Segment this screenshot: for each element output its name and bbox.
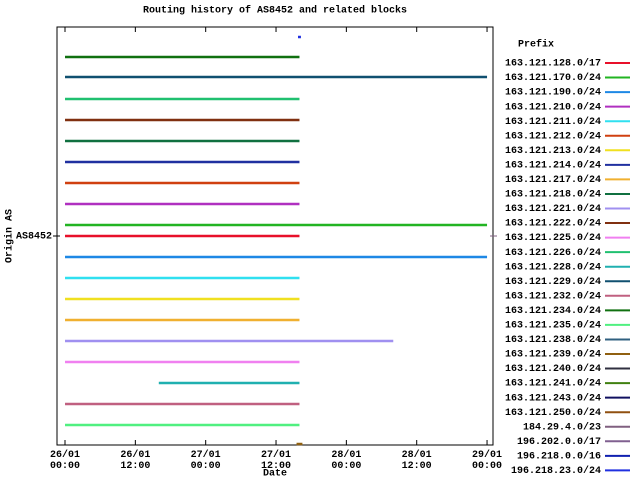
legend-label: 163.121.211.0/24: [505, 116, 601, 128]
legend-label: 163.121.232.0/24: [505, 290, 601, 302]
legend-label: 163.121.228.0/24: [505, 261, 601, 273]
chart-title: Routing history of AS8452 and related bl…: [143, 5, 407, 17]
legend-label: 163.121.170.0/24: [505, 72, 601, 84]
legend-label: 163.121.128.0/17: [505, 58, 601, 70]
x-tick-label: 27/01 12:00: [261, 450, 292, 472]
legend-label: 163.121.250.0/24: [505, 407, 601, 419]
x-tick-label: 28/01 12:00: [401, 450, 432, 472]
legend-label: 163.121.190.0/24: [505, 87, 601, 99]
x-tick-label: 27/01 00:00: [190, 450, 221, 472]
legend-label: 163.121.210.0/24: [505, 101, 601, 113]
legend-label: 196.202.0.0/17: [517, 436, 601, 448]
y-tick-label: AS8452: [16, 232, 52, 243]
x-tick-label: 26/01 00:00: [49, 450, 80, 472]
x-tick-label: 29/01 00:00: [472, 450, 503, 472]
legend-label: 163.121.241.0/24: [505, 378, 601, 390]
legend-label: 163.121.229.0/24: [505, 276, 601, 288]
legend-label: 163.121.243.0/24: [505, 392, 601, 404]
legend-label: 163.121.239.0/24: [505, 349, 601, 361]
legend-label: 163.121.234.0/24: [505, 305, 601, 317]
legend-label: 196.218.23.0/24: [511, 465, 601, 477]
legend-label: 163.121.212.0/24: [505, 130, 601, 142]
x-tick-label: 28/01 00:00: [331, 450, 362, 472]
legend-label: 163.121.225.0/24: [505, 232, 601, 244]
legend-label: 163.121.235.0/24: [505, 320, 601, 332]
legend-label: 163.121.240.0/24: [505, 363, 601, 375]
legend-title: Prefix: [518, 39, 554, 51]
legend-label: 163.121.217.0/24: [505, 174, 601, 186]
x-tick-label: 26/01 12:00: [120, 450, 151, 472]
y-axis-label: Origin AS: [4, 209, 16, 263]
x-axis-label: Date: [263, 469, 287, 480]
legend-label: 163.121.238.0/24: [505, 334, 601, 346]
legend-label: 163.121.221.0/24: [505, 203, 601, 215]
legend-label: 184.29.4.0/23: [523, 421, 601, 433]
legend-label: 163.121.222.0/24: [505, 218, 601, 230]
legend-label: 163.121.214.0/24: [505, 159, 601, 171]
legend-label: 196.218.0.0/16: [517, 450, 601, 462]
legend-label: 163.121.226.0/24: [505, 247, 601, 259]
legend-label: 163.121.218.0/24: [505, 189, 601, 201]
legend-label: 163.121.213.0/24: [505, 145, 601, 157]
